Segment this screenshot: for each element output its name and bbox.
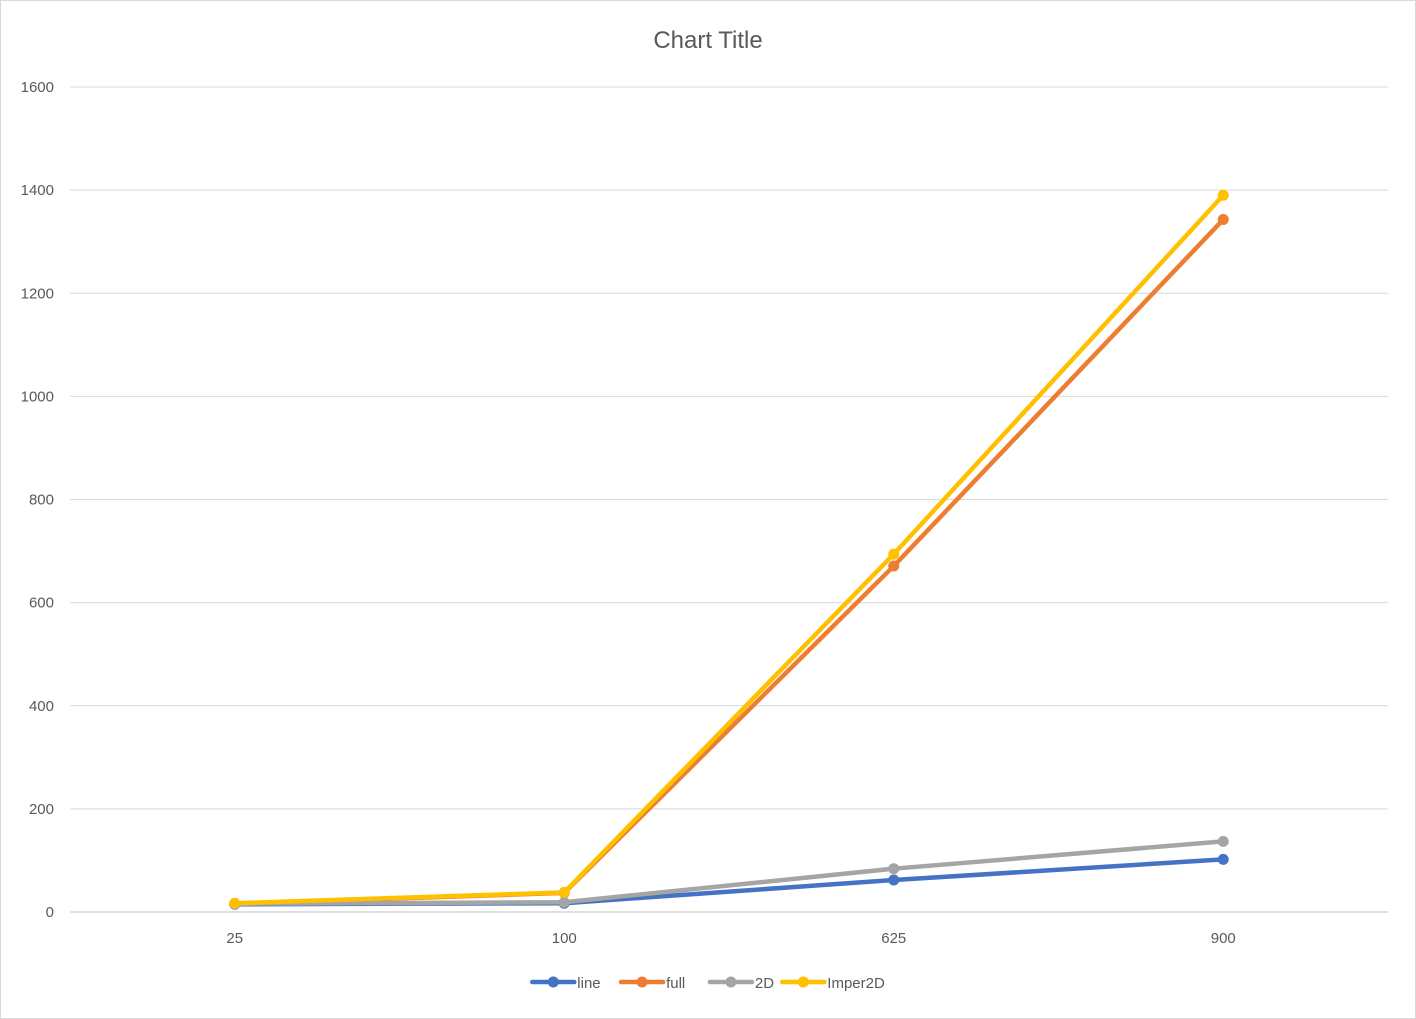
- legend-label: 2D: [755, 975, 774, 992]
- data-point: [1217, 189, 1229, 201]
- data-point: [888, 560, 900, 572]
- x-tick-label: 625: [881, 930, 906, 947]
- series-line: [232, 839, 1226, 906]
- series-lines: [229, 189, 1229, 910]
- legend-swatch-marker: [547, 976, 559, 988]
- legend-label: Imper2D: [827, 975, 885, 992]
- legend: line full 2D Imper2D: [530, 975, 885, 992]
- chart-title: Chart Title: [653, 27, 762, 54]
- y-axis-ticks: 0 200 400 600 800 1000 1200 1400 1600: [21, 79, 54, 921]
- data-point: [888, 874, 900, 886]
- data-point: [1217, 214, 1229, 226]
- y-tick-label: 1400: [21, 182, 54, 199]
- x-tick-label: 25: [226, 930, 243, 947]
- legend-item-full: full: [618, 975, 685, 992]
- data-point: [1217, 853, 1229, 865]
- x-tick-label: 100: [552, 930, 577, 947]
- legend-item-Imper2D: Imper2D: [780, 975, 885, 992]
- y-tick-label: 200: [29, 801, 54, 818]
- data-point: [558, 886, 570, 898]
- gridlines: [70, 86, 1388, 810]
- y-tick-label: 1000: [21, 388, 54, 405]
- x-tick-label: 900: [1211, 930, 1236, 947]
- y-tick-label: 1200: [21, 285, 54, 302]
- series-line: [232, 217, 1226, 906]
- legend-swatch-marker: [797, 976, 809, 988]
- y-tick-label: 400: [29, 698, 54, 715]
- data-point: [1217, 835, 1229, 847]
- series-Imper2D: [229, 189, 1229, 909]
- legend-item-2D: 2D: [707, 975, 774, 992]
- data-point: [229, 897, 241, 909]
- data-point: [888, 863, 900, 875]
- y-tick-label: 0: [46, 904, 54, 921]
- series-full: [229, 214, 1229, 910]
- legend-label: line: [577, 975, 600, 992]
- legend-item-line: line: [530, 975, 601, 992]
- legend-label: full: [666, 975, 685, 992]
- data-point: [888, 548, 900, 560]
- series-line: [232, 193, 1226, 906]
- y-tick-label: 1600: [21, 79, 54, 96]
- legend-swatch-marker: [725, 976, 737, 988]
- data-point: [558, 896, 570, 908]
- y-tick-label: 800: [29, 492, 54, 509]
- x-axis-ticks: 25 100 625 900: [226, 930, 1235, 947]
- y-tick-label: 600: [29, 595, 54, 612]
- legend-swatch-marker: [636, 976, 648, 988]
